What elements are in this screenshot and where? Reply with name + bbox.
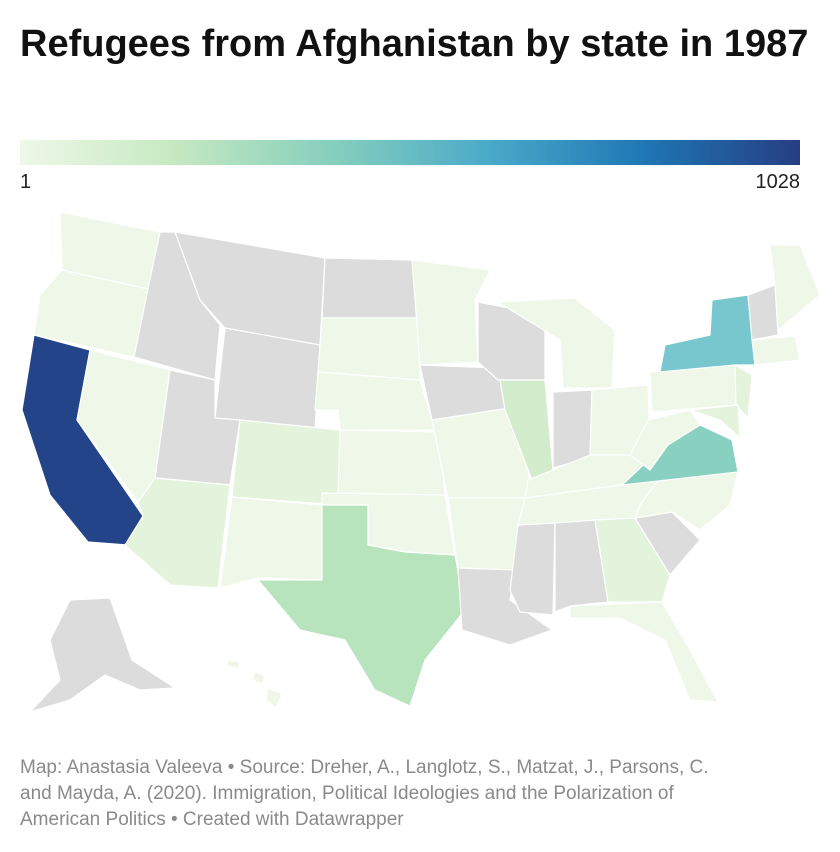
state-new-york[interactable] (659, 294, 756, 373)
state-nebraska[interactable] (314, 371, 436, 431)
state-south-dakota[interactable] (317, 317, 421, 381)
state-massachusetts-ct-ri[interactable] (751, 335, 801, 366)
state-kansas[interactable] (337, 429, 446, 496)
state-alabama[interactable] (554, 519, 609, 613)
state-georgia[interactable] (594, 517, 671, 603)
state-oregon[interactable] (33, 269, 149, 358)
state-north-dakota[interactable] (321, 257, 419, 319)
legend-max-label: 1028 (755, 171, 801, 193)
state-new-jersey[interactable] (734, 364, 753, 419)
state-arizona[interactable] (124, 477, 231, 589)
footer-line-3: American Politics • Created with Datawra… (20, 809, 404, 830)
footer-line-1: Map: Anastasia Valeeva • Source: Dreher,… (20, 757, 709, 778)
legend-gradient-bar (20, 140, 800, 165)
state-texas[interactable] (257, 504, 466, 707)
state-wyoming[interactable] (214, 327, 321, 431)
state-alaska[interactable] (29, 597, 176, 713)
state-mississippi[interactable] (509, 522, 556, 616)
state-north-carolina[interactable] (634, 471, 739, 531)
state-maryland-delaware[interactable] (689, 404, 741, 439)
state-maine[interactable] (769, 244, 821, 331)
state-vermont-new-hampshire[interactable] (747, 284, 779, 341)
us-state-map (21, 211, 821, 713)
state-florida[interactable] (569, 601, 719, 703)
legend-labels: 1 1028 (20, 171, 800, 193)
color-legend: 1 1028 (20, 140, 800, 193)
state-hawaii[interactable] (225, 659, 283, 709)
state-new-mexico[interactable] (219, 496, 323, 589)
state-minnesota[interactable] (411, 259, 491, 366)
legend-min-label: 1 (20, 171, 32, 193)
state-colorado[interactable] (231, 419, 341, 506)
map-title: Refugees from Afghanistan by state in 19… (20, 23, 809, 65)
source-credit: Map: Anastasia Valeeva • Source: Dreher,… (20, 755, 810, 833)
footer-line-2: and Mayda, A. (2020). Immigration, Polit… (20, 783, 674, 804)
